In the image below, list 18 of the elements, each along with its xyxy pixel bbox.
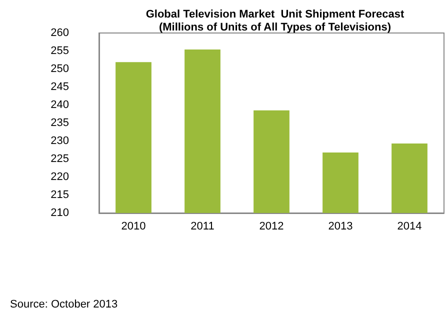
y-tick-label: 210 xyxy=(50,207,69,219)
y-tick-label: 255 xyxy=(50,45,69,57)
y-tick-label: 260 xyxy=(50,27,69,39)
source-note: Source: October 2013 xyxy=(10,298,118,310)
y-tick-label: 220 xyxy=(50,171,69,183)
y-tick-label: 230 xyxy=(50,135,69,147)
x-tick-label: 2014 xyxy=(397,220,422,232)
y-tick-label: 215 xyxy=(50,189,69,201)
x-tick-label: 2011 xyxy=(190,220,214,232)
x-tick-label: 2012 xyxy=(259,220,284,232)
x-tick-label: 2010 xyxy=(121,220,146,232)
y-tick-label: 245 xyxy=(50,81,69,93)
y-tick-label: 225 xyxy=(50,153,69,165)
y-tick-label: 240 xyxy=(50,99,69,111)
y-tick-label: 250 xyxy=(50,63,69,75)
chart-title: Global Television Market Unit Shipment Forecast (Millions of Units of All Types of Televisions) xyxy=(146,8,405,34)
y-tick-label: 235 xyxy=(50,117,69,129)
x-tick-label: 2013 xyxy=(328,220,353,232)
